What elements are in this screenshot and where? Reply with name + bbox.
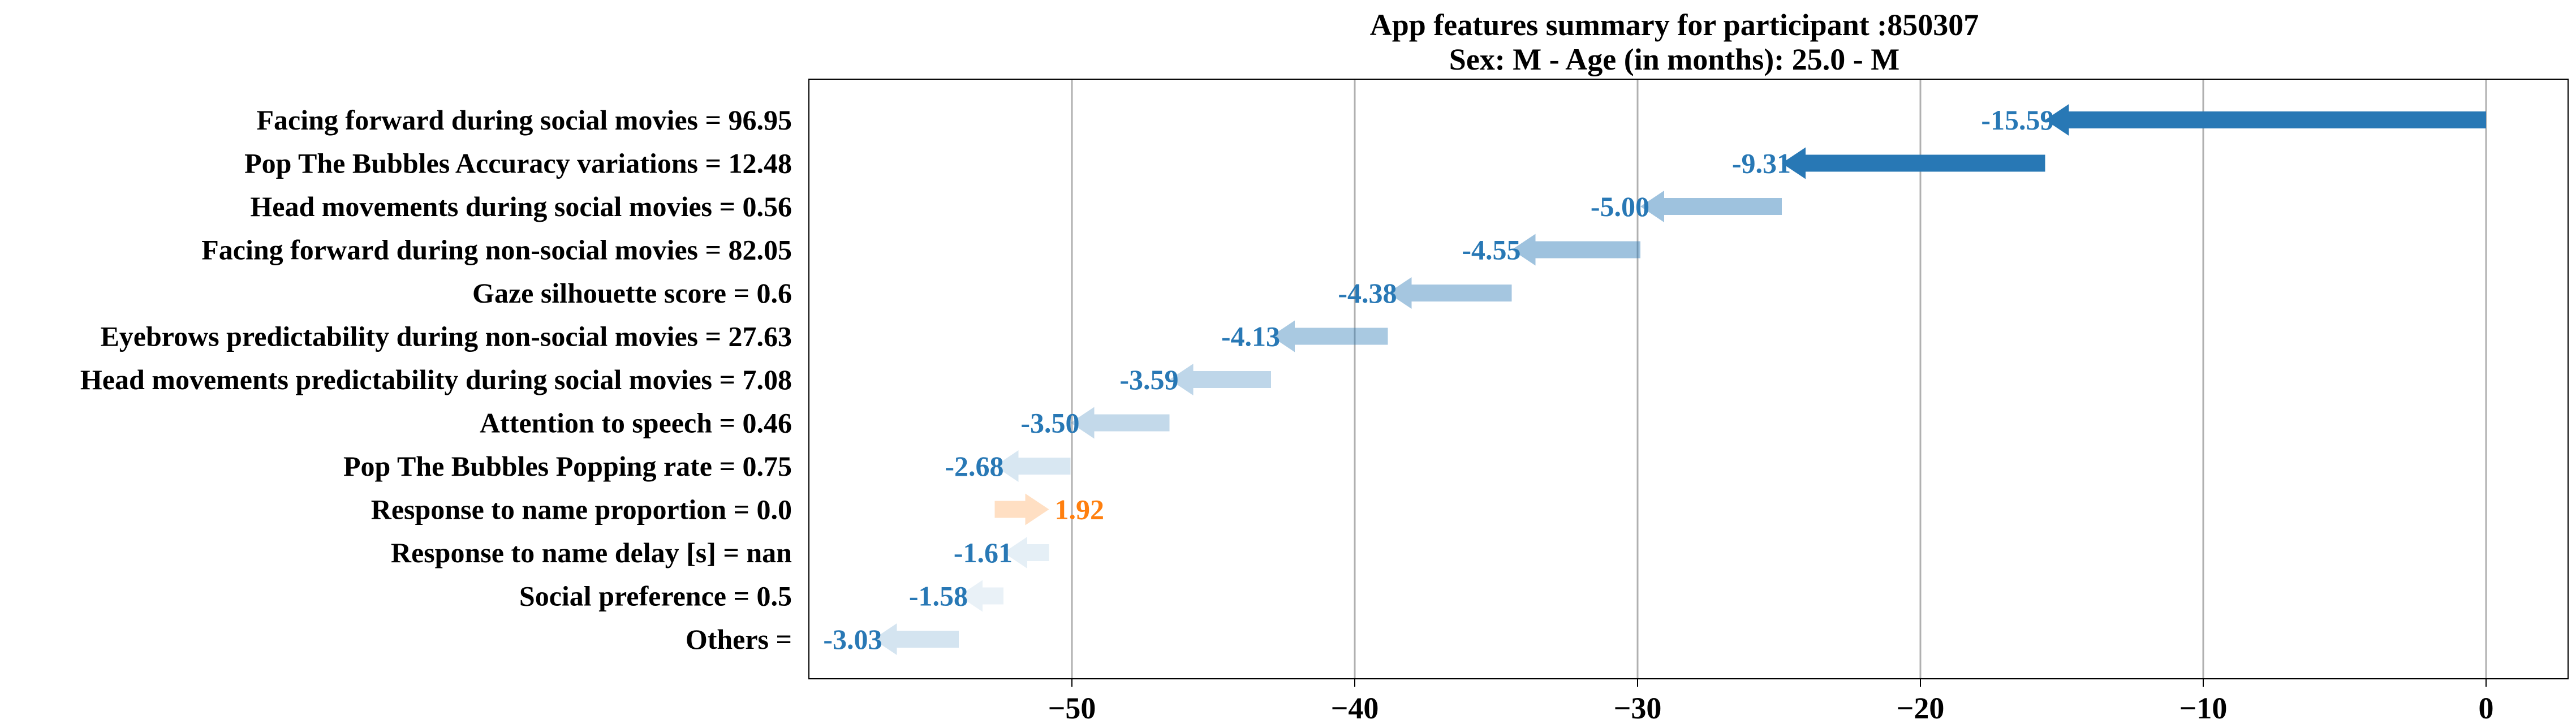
x-axis-ticks: −50 −40 −30 −20 −10 0 bbox=[1048, 679, 2494, 725]
feature-label: Others = bbox=[686, 623, 792, 655]
feature-label: Head movements during social movies = 0.… bbox=[250, 191, 792, 222]
chart-title-line-2: Sex: M - Age (in months): 25.0 - M bbox=[1449, 42, 1899, 76]
value-label: -15.59 bbox=[1981, 104, 2054, 136]
waterfall-arrow bbox=[1511, 234, 1640, 266]
value-label: -4.38 bbox=[1338, 277, 1397, 309]
chart-title-line-1: App features summary for participant :85… bbox=[1370, 8, 1979, 42]
waterfall-arrow bbox=[1070, 407, 1170, 439]
waterfall-arrow bbox=[959, 580, 1003, 612]
feature-label: Head movements predictability during soc… bbox=[80, 364, 792, 395]
waterfall-arrow bbox=[1271, 320, 1388, 352]
waterfall-bars bbox=[873, 104, 2486, 655]
value-label: -4.13 bbox=[1221, 321, 1280, 352]
waterfall-arrow bbox=[1388, 277, 1512, 309]
x-tick-label: 0 bbox=[2479, 691, 2494, 725]
feature-labels: Facing forward during social movies = 96… bbox=[80, 104, 792, 655]
waterfall-arrow bbox=[1640, 191, 1782, 222]
feature-label: Response to name delay [s] = nan bbox=[391, 537, 792, 568]
x-tick-label: −10 bbox=[2179, 691, 2228, 725]
value-labels: -15.59 -9.31 -5.00 -4.55 -4.38 -4.13 -3.59 -3.5… bbox=[823, 104, 2054, 655]
value-label: -3.50 bbox=[1020, 407, 1079, 439]
waterfall-arrow bbox=[2045, 104, 2486, 136]
waterfall-arrow bbox=[1782, 147, 2045, 179]
x-tick-label: −30 bbox=[1614, 691, 1662, 725]
x-tick-label: −40 bbox=[1331, 691, 1379, 725]
waterfall-arrow bbox=[1169, 364, 1271, 395]
feature-label: Eyebrows predictability during non-socia… bbox=[100, 321, 792, 352]
waterfall-arrow bbox=[1003, 537, 1049, 568]
feature-label: Social preference = 0.5 bbox=[519, 580, 792, 612]
feature-label: Response to name proportion = 0.0 bbox=[371, 494, 792, 525]
value-label: -1.61 bbox=[954, 537, 1013, 568]
waterfall-arrow bbox=[994, 493, 1049, 525]
feature-label: Gaze silhouette score = 0.6 bbox=[472, 277, 792, 309]
value-label: -2.68 bbox=[945, 450, 1003, 482]
waterfall-arrow bbox=[994, 450, 1071, 482]
value-label: -3.59 bbox=[1119, 364, 1178, 395]
feature-label: Pop The Bubbles Accuracy variations = 12… bbox=[244, 148, 792, 179]
x-tick-label: −20 bbox=[1897, 691, 1945, 725]
vertical-gridlines bbox=[1071, 79, 2487, 679]
value-label: -5.00 bbox=[1591, 191, 1649, 222]
x-tick-label: −50 bbox=[1048, 691, 1096, 725]
feature-label: Facing forward during social movies = 96… bbox=[256, 104, 792, 136]
plot-frame bbox=[808, 79, 2569, 679]
value-label: -1.58 bbox=[909, 580, 968, 612]
waterfall-arrow bbox=[873, 623, 959, 655]
value-label: -4.55 bbox=[1462, 234, 1520, 266]
feature-label: Facing forward during non-social movies … bbox=[201, 234, 792, 266]
value-label: -9.31 bbox=[1732, 148, 1791, 179]
value-label: 1.92 bbox=[1055, 494, 1105, 525]
value-label: -3.03 bbox=[823, 623, 882, 655]
feature-label: Attention to speech = 0.46 bbox=[480, 407, 792, 439]
feature-label: Pop The Bubbles Popping rate = 0.75 bbox=[343, 450, 792, 482]
